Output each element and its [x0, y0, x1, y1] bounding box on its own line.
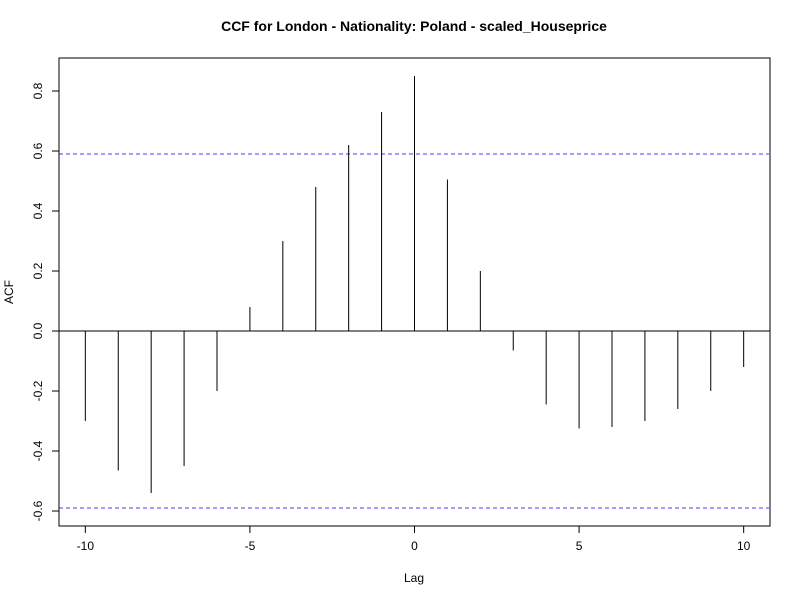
x-axis: -10 -5 0 5 10: [77, 525, 751, 553]
x-tick-label: -10: [77, 539, 95, 553]
y-tick-label: -0.6: [31, 500, 45, 521]
x-tick-label: -5: [245, 539, 256, 553]
x-tick-label: 5: [576, 539, 583, 553]
x-tick-label: 0: [411, 539, 418, 553]
x-tick-label: 10: [737, 539, 751, 553]
y-tick-label: 0.4: [31, 202, 45, 219]
y-tick-label: 0.2: [31, 262, 45, 279]
chart-title: CCF for London - Nationality: Poland - s…: [221, 18, 607, 34]
y-tick-label: -0.2: [31, 380, 45, 401]
y-tick-label: -0.4: [31, 440, 45, 461]
y-axis: -0.6 -0.4 -0.2 0.0 0.2 0.4 0.6 0.8: [31, 82, 60, 521]
x-axis-label: Lag: [404, 571, 424, 585]
ccf-bars: [84, 76, 745, 493]
y-tick-label: 0.8: [31, 82, 45, 99]
y-axis-label: ACF: [2, 280, 16, 304]
y-tick-label: 0.6: [31, 142, 45, 159]
y-tick-label: 0.0: [31, 322, 45, 339]
